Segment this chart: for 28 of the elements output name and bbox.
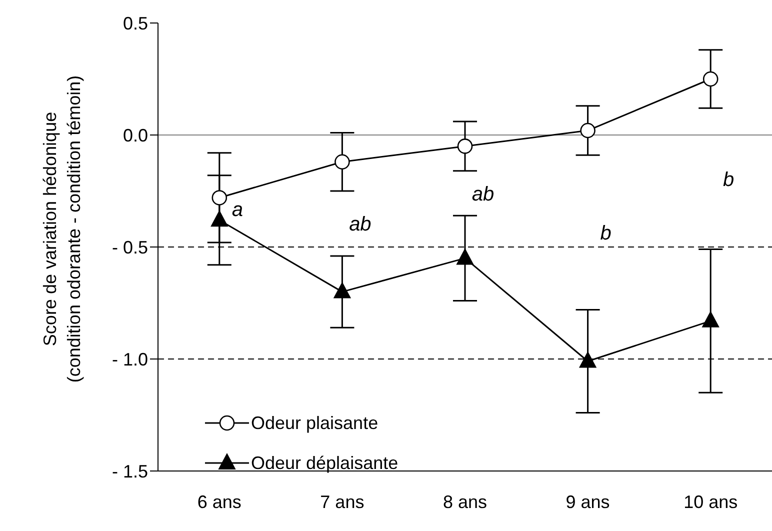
annotation: ab (472, 183, 494, 206)
annotation: b (600, 222, 612, 245)
legend-label: Odeur plaisante (251, 412, 378, 435)
point (702, 71, 718, 87)
point (580, 122, 596, 138)
point (456, 248, 474, 265)
y-tick-label: - 1.0 (112, 349, 148, 370)
point (334, 282, 351, 298)
point (457, 138, 473, 154)
point (212, 190, 228, 206)
point (579, 352, 596, 368)
annotation: ab (349, 214, 372, 236)
legend-label: Odeur déplaisante (251, 452, 398, 475)
x-tick-label: 10 ans (684, 492, 738, 512)
annotation: a (232, 199, 243, 222)
y-tick-label: - 0.5 (112, 237, 148, 258)
y-tick-label: 0.0 (122, 125, 148, 146)
x-tick-label: 7 ans (320, 492, 364, 512)
point (334, 154, 350, 170)
x-tick-label: 6 ans (197, 492, 242, 512)
point (702, 311, 720, 328)
x-tick-label: 8 ans (442, 492, 488, 512)
annotation: b (723, 168, 734, 191)
y-tick-label: 0.5 (122, 13, 148, 34)
point (210, 210, 228, 227)
y-axis-title: Score de variation hédonique (condition odorante - condition témoin) (40, 75, 84, 383)
x-tick-label: 9 ans (566, 492, 610, 512)
y-tick-label: - 1.5 (112, 461, 148, 482)
